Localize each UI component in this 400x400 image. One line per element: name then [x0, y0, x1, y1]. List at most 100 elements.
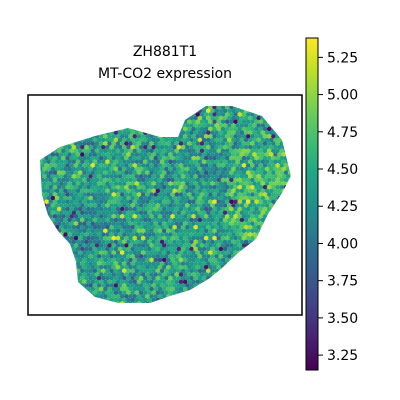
spot — [32, 192, 37, 197]
spot — [260, 159, 266, 165]
spot — [203, 250, 209, 256]
spot — [235, 166, 240, 172]
spot — [136, 272, 142, 277]
spot — [75, 181, 81, 186]
spot — [252, 254, 257, 259]
spot — [189, 159, 194, 165]
spot — [151, 239, 156, 245]
spot — [191, 163, 196, 168]
spot — [77, 126, 83, 132]
spot — [56, 301, 62, 303]
spot — [52, 163, 58, 168]
spot — [59, 203, 64, 208]
spot — [218, 254, 224, 259]
spot — [174, 192, 180, 197]
spot — [245, 177, 251, 183]
spot — [84, 246, 89, 252]
spot — [92, 152, 98, 157]
spot — [34, 240, 39, 245]
spot — [82, 286, 87, 292]
spot — [115, 192, 121, 197]
spot — [40, 177, 41, 183]
spot — [266, 250, 272, 256]
spot — [197, 246, 203, 252]
spot — [214, 254, 219, 259]
spot — [177, 101, 182, 106]
spot — [189, 305, 194, 310]
spot — [138, 268, 144, 274]
spot — [138, 239, 144, 245]
spot — [32, 207, 37, 212]
spot — [73, 185, 79, 190]
spot — [40, 185, 41, 190]
spot — [214, 137, 219, 143]
spot — [275, 257, 280, 263]
spot — [38, 101, 43, 106]
spot — [168, 297, 173, 303]
spot — [241, 170, 247, 175]
spot — [222, 137, 228, 143]
spot — [124, 257, 129, 263]
spot — [75, 123, 81, 128]
spot — [245, 106, 251, 110]
spot — [271, 286, 276, 292]
spot — [147, 108, 152, 114]
spot — [178, 134, 184, 139]
spot — [195, 243, 201, 248]
spot — [241, 112, 247, 117]
spot — [40, 221, 45, 226]
spot — [172, 290, 177, 296]
spot — [275, 243, 280, 248]
spot — [117, 108, 123, 114]
spot — [266, 106, 272, 110]
spot — [46, 145, 51, 150]
spot — [84, 283, 89, 288]
spot — [218, 159, 224, 165]
spot — [178, 206, 184, 212]
spot — [294, 254, 299, 259]
spot — [93, 305, 98, 310]
spot — [208, 141, 213, 146]
spot — [69, 301, 75, 303]
spot — [241, 301, 247, 303]
spot — [75, 115, 81, 121]
spot — [50, 232, 56, 237]
spot — [239, 225, 245, 230]
spot — [185, 225, 190, 230]
spot — [52, 301, 58, 303]
spot — [229, 228, 234, 234]
spot — [269, 166, 274, 172]
spot — [197, 137, 203, 143]
spot — [103, 214, 108, 219]
spot — [86, 235, 91, 241]
spot — [42, 217, 47, 223]
spot — [254, 228, 259, 234]
spot — [138, 283, 144, 288]
spot — [195, 235, 201, 241]
spot — [86, 286, 91, 292]
spot — [220, 126, 226, 132]
spot — [105, 174, 110, 179]
spot — [252, 239, 257, 245]
spot — [174, 243, 180, 248]
spot — [107, 257, 112, 263]
spot — [281, 203, 287, 208]
spot — [224, 301, 230, 303]
spot — [266, 112, 272, 117]
spot — [256, 305, 261, 310]
spot — [46, 225, 51, 230]
spot — [220, 163, 226, 168]
spot — [143, 246, 148, 252]
spot — [73, 250, 79, 256]
spot — [32, 294, 37, 299]
spot — [229, 98, 234, 103]
spot — [145, 106, 150, 110]
spot — [237, 155, 243, 161]
spot — [266, 192, 272, 197]
spot — [269, 297, 274, 303]
spot — [170, 272, 175, 277]
spot — [42, 254, 47, 259]
spot — [54, 290, 60, 296]
spot — [155, 210, 161, 216]
spot — [243, 152, 249, 157]
